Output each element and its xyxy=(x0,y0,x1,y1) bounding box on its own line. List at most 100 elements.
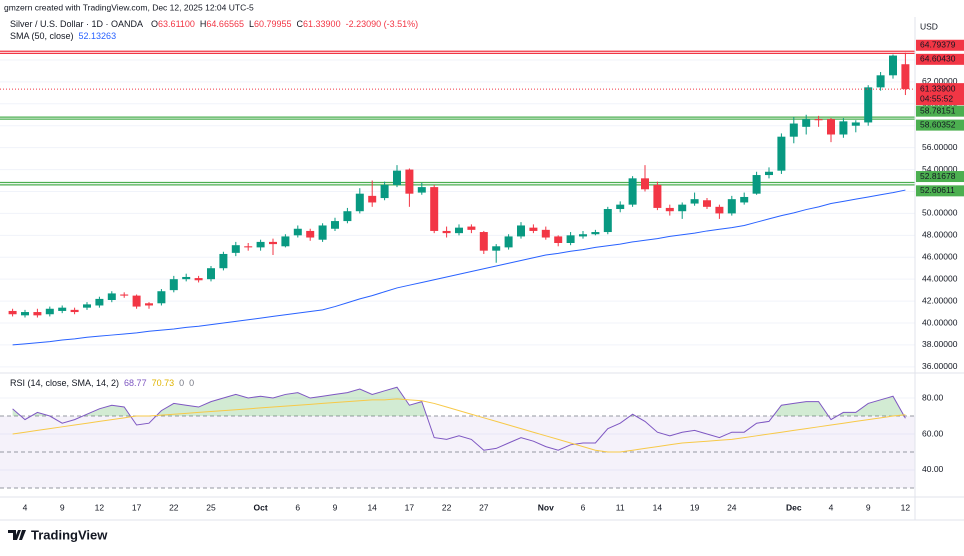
level-label-bg xyxy=(916,105,964,117)
x-tick-label: 12 xyxy=(901,502,911,512)
candle-body xyxy=(665,207,674,212)
y-tick-label: 40.00000 xyxy=(922,317,958,327)
candle-body xyxy=(641,178,649,190)
candle-body xyxy=(715,206,724,214)
candle-body xyxy=(355,193,364,212)
rsi-line xyxy=(12,398,906,453)
logo-icon xyxy=(8,530,26,540)
candle-body xyxy=(603,209,612,233)
y-tick-label: 42.00000 xyxy=(922,295,958,305)
ohlc-value: 60.79955 xyxy=(254,19,292,29)
legend-line: RSI (14, close, SMA, 14, 2) 68.77 70.73 0 0 xyxy=(10,378,194,388)
candle-body xyxy=(802,119,811,127)
y-tick-label: 40.00 xyxy=(922,464,944,474)
candle-body xyxy=(107,293,116,300)
ohlc-key: H xyxy=(200,19,207,29)
candle-body xyxy=(70,309,79,313)
rsi-value: 0 xyxy=(179,378,184,388)
x-tick-label: 14 xyxy=(367,502,377,512)
candle-body xyxy=(554,236,563,243)
plot xyxy=(0,50,915,489)
logo-text: TradingView xyxy=(31,527,108,542)
candle-body xyxy=(777,136,786,171)
candle-body xyxy=(765,171,773,176)
x-tick-label: 6 xyxy=(295,502,300,512)
candle-body xyxy=(132,295,141,307)
candle-body xyxy=(479,232,488,251)
ohlc-value: 61.33900 xyxy=(303,19,341,29)
level-label: 64.79379 xyxy=(920,40,956,50)
y-tick-label: 54.00000 xyxy=(922,164,958,174)
rsi-label: RSI (14, close, SMA, 14, 2) xyxy=(10,378,119,388)
ohlc-key: C xyxy=(297,19,304,29)
y-tick-label: 60.00 xyxy=(922,428,944,438)
level-label-bg xyxy=(916,171,964,183)
candle-body xyxy=(256,241,265,248)
legend-line: SMA (50, close) 52.13263 xyxy=(10,31,116,41)
grid xyxy=(0,59,915,471)
candle-body xyxy=(293,228,302,236)
x-tick-label: 19 xyxy=(690,502,700,512)
candle-body xyxy=(269,241,277,245)
candle-body xyxy=(901,64,910,90)
candle-body xyxy=(169,279,178,291)
level-label-bg xyxy=(916,119,964,131)
x-tick-label: 17 xyxy=(405,502,415,512)
candle-body xyxy=(889,55,897,76)
candle-body xyxy=(219,253,228,269)
y-tick-label: 46.00000 xyxy=(922,251,958,261)
y-tick-label: 36.00000 xyxy=(922,361,958,371)
candle-body xyxy=(851,122,860,126)
y-tick-label: 62.00000 xyxy=(922,76,958,86)
candle-body xyxy=(727,199,736,214)
candle-body xyxy=(591,232,600,235)
candle-body xyxy=(864,87,873,123)
candle-body xyxy=(628,178,637,205)
x-tick-label: 22 xyxy=(442,502,452,512)
ohlc-value: 64.66565 xyxy=(206,19,244,29)
candle-body xyxy=(393,170,401,185)
candle-body xyxy=(157,291,166,304)
overbought-fill xyxy=(12,387,905,417)
sma-label: SMA (50, close) xyxy=(10,31,74,41)
candle-body xyxy=(517,225,525,237)
candle-body xyxy=(442,230,451,234)
level-label: 52.81678 xyxy=(920,171,956,181)
candle-body xyxy=(58,307,67,311)
candle-body xyxy=(740,196,749,203)
x-tick-label: 22 xyxy=(169,502,179,512)
candle-body xyxy=(306,230,315,238)
candle-body xyxy=(95,298,104,306)
x-tick-label: 12 xyxy=(95,502,105,512)
level-label-bg xyxy=(916,39,964,51)
candle-body xyxy=(45,308,54,315)
level-label-bg xyxy=(916,53,964,65)
sma-line xyxy=(12,189,906,346)
rsi-value: 70.73 xyxy=(152,378,175,388)
y-tick-label: 80.00 xyxy=(922,392,944,402)
last-price-label: 61.33900 xyxy=(920,83,956,93)
candle-body xyxy=(207,268,215,280)
candle-body xyxy=(455,227,463,234)
x-tick-label: 17 xyxy=(132,502,142,512)
currency: USD xyxy=(920,21,938,31)
candle-body xyxy=(380,184,389,199)
candle-body xyxy=(789,123,798,137)
candle-body xyxy=(616,204,625,210)
candle-body xyxy=(331,221,339,229)
candle-body xyxy=(876,75,885,88)
candle-body xyxy=(529,227,538,231)
level-label: 52.60611 xyxy=(920,185,955,195)
candle-body xyxy=(566,235,575,243)
x-tick-label: 9 xyxy=(866,502,871,512)
candle-body xyxy=(678,204,687,212)
x-tick-label: 9 xyxy=(333,502,338,512)
ohlc-key: O xyxy=(151,19,158,29)
candle-body xyxy=(814,119,823,121)
candle-body xyxy=(368,195,377,203)
rsi-value: 68.77 xyxy=(124,378,147,388)
x-tick-label: 9 xyxy=(60,502,65,512)
candle-body xyxy=(21,312,29,316)
